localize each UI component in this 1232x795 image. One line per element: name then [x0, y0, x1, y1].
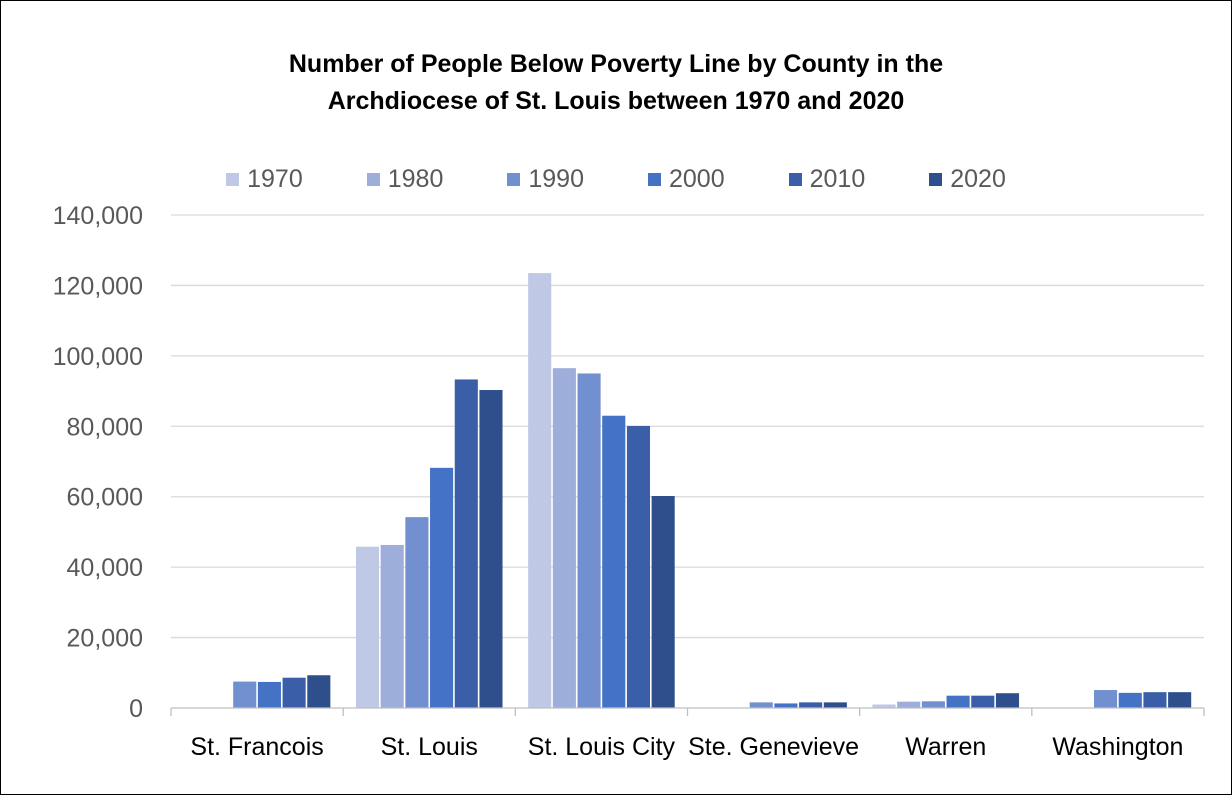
legend-label: 2020 — [950, 164, 1006, 193]
bar — [577, 373, 601, 708]
bar — [454, 379, 478, 708]
bar — [971, 695, 995, 708]
legend-item-2010: 2010 — [788, 162, 866, 196]
bar — [405, 517, 429, 708]
legend-label: 1970 — [247, 164, 303, 193]
legend-swatch — [366, 172, 380, 186]
bar — [749, 702, 773, 708]
bar — [257, 681, 281, 708]
y-tick-label: 20,000 — [67, 625, 143, 653]
bar — [1094, 690, 1118, 708]
legend-swatch — [929, 172, 943, 186]
legend-swatch — [788, 172, 802, 186]
bar — [602, 415, 626, 708]
bar — [946, 695, 970, 708]
bar — [626, 425, 651, 708]
legend-item-2020: 2020 — [929, 162, 1006, 196]
bar — [1143, 692, 1167, 708]
x-tick-label: St. Louis — [381, 733, 478, 761]
bars — [233, 273, 1192, 708]
bar — [479, 390, 503, 708]
bar — [799, 702, 823, 708]
bar — [380, 544, 404, 708]
bar — [552, 368, 576, 708]
y-tick-label: 0 — [129, 695, 143, 723]
legend: 1970 1980 1990 2000 2010 2020 — [0, 162, 1232, 196]
y-tick-label: 60,000 — [67, 484, 143, 512]
legend-item-1980: 1980 — [366, 162, 444, 196]
y-axis: 0 20,000 40,000 60,000 80,000 100,000 120,000 1… — [53, 202, 143, 723]
bar — [872, 704, 896, 708]
bar — [307, 675, 331, 708]
legend-item-1990: 1990 — [507, 162, 584, 196]
bar — [282, 677, 306, 708]
bar — [430, 467, 454, 708]
legend-label: 1990 — [528, 164, 584, 193]
legend-swatch — [648, 172, 661, 186]
bar — [355, 546, 380, 708]
x-tick-label: St. Louis City — [528, 733, 676, 761]
x-axis: St. Francois St. Louis St. Louis City Ste. … — [170, 707, 1205, 761]
legend-item-2000: 2000 — [648, 162, 725, 196]
bar — [921, 701, 945, 708]
legend-label: 1980 — [387, 164, 444, 193]
bar — [1118, 692, 1142, 708]
chart-title-line-1: Number of People Below Poverty Line by C… — [288, 50, 944, 78]
legend-swatch — [507, 172, 521, 186]
legend-label: 2010 — [809, 164, 866, 193]
x-tick-label: St. Francois — [190, 733, 323, 761]
bar — [528, 273, 552, 708]
x-tick-label: Warren — [905, 733, 986, 761]
legend-swatch — [226, 172, 240, 186]
bar — [995, 693, 1020, 708]
y-tick-label: 120,000 — [53, 272, 143, 300]
bar — [774, 703, 798, 708]
y-tick-label: 140,000 — [53, 202, 143, 230]
chart-title-line-2: Archdiocese of St. Louis between 1970 an… — [327, 87, 905, 115]
bar — [823, 702, 847, 708]
bar — [651, 496, 675, 708]
gridlines — [171, 214, 1204, 639]
chart-title: Number of People Below Poverty Line by C… — [0, 46, 1232, 120]
legend-label: 2000 — [669, 164, 725, 193]
legend-item-1970: 1970 — [226, 162, 303, 196]
bar — [233, 681, 257, 708]
bar — [1168, 692, 1192, 708]
y-tick-label: 80,000 — [67, 413, 143, 441]
x-tick-label: Washington — [1052, 733, 1183, 761]
y-tick-label: 40,000 — [67, 554, 143, 582]
bar — [897, 701, 921, 708]
x-tick-label: Ste. Genevieve — [688, 733, 859, 761]
y-tick-label: 100,000 — [53, 343, 143, 371]
